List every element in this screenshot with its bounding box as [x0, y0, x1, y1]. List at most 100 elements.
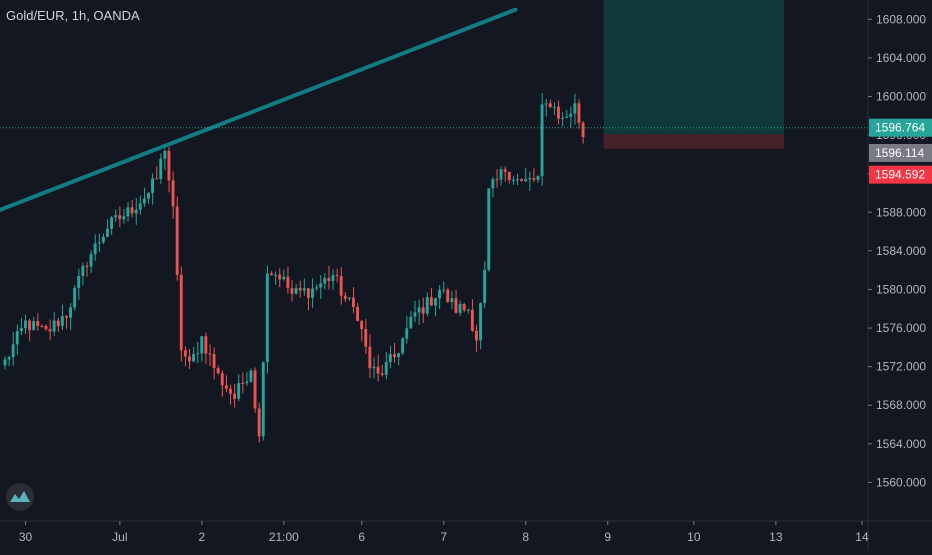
candle[interactable] — [544, 98, 548, 117]
candle[interactable] — [442, 281, 446, 294]
candle[interactable] — [257, 402, 261, 443]
candle[interactable] — [372, 357, 376, 379]
candle[interactable] — [462, 302, 466, 313]
candle[interactable] — [343, 292, 347, 303]
candle[interactable] — [151, 173, 154, 205]
candle[interactable] — [175, 196, 179, 281]
candle[interactable] — [470, 299, 474, 333]
candle[interactable] — [15, 324, 19, 355]
candle[interactable] — [520, 178, 523, 182]
candle[interactable] — [147, 192, 150, 204]
candle[interactable] — [101, 233, 105, 245]
candle[interactable] — [93, 234, 97, 261]
candle[interactable] — [126, 201, 130, 222]
candle[interactable] — [475, 324, 478, 352]
candle[interactable] — [188, 348, 191, 370]
candle[interactable] — [450, 290, 454, 310]
candle[interactable] — [319, 275, 323, 299]
candle[interactable] — [192, 346, 195, 363]
candle[interactable] — [224, 375, 228, 393]
candle[interactable] — [253, 367, 257, 413]
candle[interactable] — [483, 261, 487, 309]
candle[interactable] — [335, 268, 339, 283]
candle[interactable] — [138, 195, 142, 215]
candle[interactable] — [208, 344, 212, 366]
candle[interactable] — [495, 168, 499, 188]
candle[interactable] — [183, 346, 187, 367]
candle[interactable] — [155, 166, 159, 180]
candle[interactable] — [81, 262, 85, 286]
candle[interactable] — [265, 265, 269, 374]
candle[interactable] — [294, 283, 298, 296]
candle[interactable] — [577, 98, 581, 129]
candle[interactable] — [438, 284, 441, 310]
candle[interactable] — [548, 99, 552, 109]
candle[interactable] — [376, 354, 380, 382]
candle[interactable] — [24, 314, 27, 335]
candle[interactable] — [397, 352, 400, 366]
stop-loss-zone[interactable] — [603, 133, 785, 149]
candle[interactable] — [44, 324, 48, 331]
candle[interactable] — [290, 280, 294, 302]
candle[interactable] — [487, 188, 491, 272]
candle[interactable] — [524, 167, 528, 183]
tradingview-logo-icon[interactable] — [6, 483, 34, 511]
candle[interactable] — [499, 166, 503, 186]
candle[interactable] — [479, 302, 482, 350]
candle[interactable] — [122, 209, 126, 224]
candle[interactable] — [142, 187, 146, 207]
candle[interactable] — [352, 286, 355, 314]
candle[interactable] — [278, 268, 282, 288]
candle[interactable] — [60, 304, 64, 330]
candle[interactable] — [503, 166, 507, 182]
candle[interactable] — [557, 100, 560, 125]
candle[interactable] — [429, 288, 433, 307]
candle[interactable] — [56, 317, 60, 332]
candle[interactable] — [434, 297, 437, 317]
candle[interactable] — [364, 319, 368, 354]
candle[interactable] — [388, 345, 392, 369]
candle[interactable] — [511, 175, 515, 185]
candle[interactable] — [286, 266, 290, 294]
candle[interactable] — [134, 198, 138, 226]
candle[interactable] — [52, 311, 56, 336]
candle[interactable] — [516, 173, 519, 186]
candle[interactable] — [581, 121, 585, 144]
candle[interactable] — [298, 280, 302, 298]
candle[interactable] — [327, 266, 331, 290]
candle[interactable] — [28, 318, 31, 342]
candle[interactable] — [561, 111, 564, 127]
candle[interactable] — [249, 368, 253, 383]
candle[interactable] — [65, 314, 68, 329]
candle[interactable] — [118, 206, 122, 228]
candle[interactable] — [212, 347, 216, 380]
candle[interactable] — [405, 315, 409, 344]
candle[interactable] — [85, 261, 89, 277]
candle[interactable] — [233, 384, 236, 408]
candle[interactable] — [97, 233, 101, 252]
candle[interactable] — [331, 269, 335, 290]
candle[interactable] — [204, 332, 208, 364]
candle[interactable] — [380, 365, 384, 377]
candle[interactable] — [216, 365, 220, 375]
candle[interactable] — [3, 356, 7, 370]
candle[interactable] — [536, 175, 540, 183]
candle[interactable] — [565, 109, 569, 119]
candle[interactable] — [11, 332, 15, 366]
candle[interactable] — [69, 302, 72, 331]
candle[interactable] — [466, 308, 470, 314]
candle[interactable] — [77, 268, 81, 301]
candle[interactable] — [315, 284, 318, 292]
candle[interactable] — [229, 384, 232, 405]
candle[interactable] — [540, 92, 544, 186]
candle[interactable] — [491, 176, 495, 198]
candle[interactable] — [245, 372, 249, 386]
candle[interactable] — [7, 355, 11, 367]
candle[interactable] — [261, 361, 265, 441]
candle[interactable] — [32, 316, 36, 331]
candle[interactable] — [356, 302, 359, 322]
candle[interactable] — [237, 374, 241, 402]
candle[interactable] — [417, 299, 421, 325]
